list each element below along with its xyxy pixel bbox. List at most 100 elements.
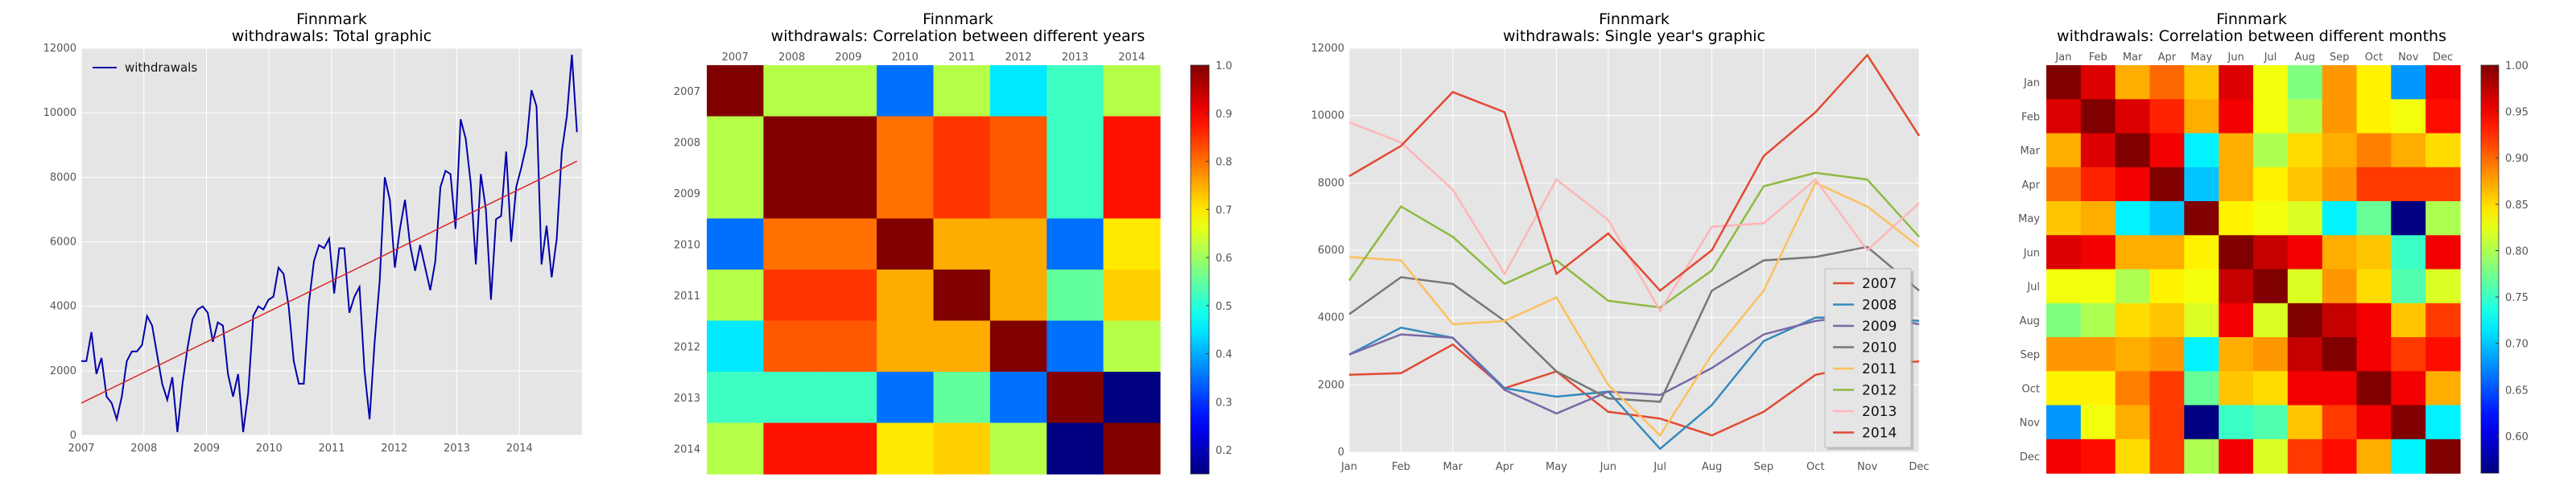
legend: 2007 2008 2009 2010 2011 2012 2013 2014 <box>1824 268 1913 450</box>
heatmap-cell <box>2287 439 2323 474</box>
heatmap-cell <box>707 65 764 117</box>
y-tick-label: 4000 <box>50 301 76 313</box>
heatmap-cell <box>2219 269 2254 304</box>
heatmap-cell <box>877 218 935 270</box>
heatmap-cell <box>2391 269 2426 304</box>
heatmap-cell <box>707 167 764 220</box>
y-tick-label: 10000 <box>43 107 76 119</box>
heatmap-cell <box>2253 303 2289 338</box>
heatmap-cell <box>2322 99 2358 134</box>
heatmap-cell <box>2356 405 2392 440</box>
y-tick-label: Nov <box>2020 418 2041 430</box>
heatmap-cell <box>707 218 764 270</box>
x-tick-label: Oct <box>1806 461 1824 473</box>
heatmap-cell <box>2149 65 2185 100</box>
x-tick-label: Jan <box>2054 51 2071 64</box>
heatmap-cell <box>2253 269 2289 304</box>
heatmap-cell <box>2046 235 2082 270</box>
chart-title: Finnmark <box>296 10 367 28</box>
chart-title: Finnmark <box>923 10 993 28</box>
heatmap-cell <box>2322 133 2358 168</box>
heatmap-cell <box>1046 65 1104 117</box>
heatmap-cell <box>1103 270 1161 322</box>
heatmap-cell <box>933 422 991 475</box>
x-tick-label: 2008 <box>130 443 157 455</box>
y-tick-label: 6000 <box>50 237 76 249</box>
heatmap-cell <box>2115 201 2151 236</box>
colorbar-tick-label: 0.9 <box>1216 109 1232 121</box>
x-tick-label: 2009 <box>835 51 861 64</box>
heatmap-cell <box>2391 65 2426 100</box>
heatmap-cell <box>763 116 821 168</box>
y-tick-label: 2013 <box>674 393 700 405</box>
heatmap-cell <box>2046 99 2082 134</box>
heatmap-cell <box>2080 303 2116 338</box>
legend-label-2010: 2010 <box>1862 340 1897 356</box>
x-tick-label: 2014 <box>1118 51 1145 64</box>
x-tick-label: Jul <box>1653 461 1666 473</box>
colorbar-tick-label: 0.6 <box>1216 253 1232 265</box>
heatmap-cell <box>2391 167 2426 202</box>
heatmap-cell <box>2115 133 2151 168</box>
heatmap-cell <box>2046 65 2082 100</box>
heatmap-cell <box>933 116 991 168</box>
colorbar-tick-label: 1.0 <box>1216 60 1232 72</box>
heatmap-cell <box>2322 167 2358 202</box>
y-tick-label: 2007 <box>674 86 700 98</box>
heatmap-cell <box>2115 439 2151 474</box>
heatmap-cell <box>989 422 1047 475</box>
heatmap-cell <box>2253 439 2289 474</box>
heatmap-cell <box>989 270 1047 322</box>
y-tick-label: 12000 <box>43 43 76 55</box>
x-tick-label: Mar <box>2123 51 2143 64</box>
heatmap-cell <box>2425 269 2461 304</box>
x-tick-label: 2011 <box>948 51 975 64</box>
heatmap-cell <box>2356 99 2392 134</box>
series-line-2013 <box>1348 121 1920 313</box>
heatmap-cell <box>763 320 821 373</box>
y-tick-label: 2014 <box>674 443 700 455</box>
x-tick-label: 2013 <box>1062 51 1088 64</box>
legend: withdrawals <box>93 60 197 75</box>
colorbar-tick-label: 0.90 <box>2505 153 2529 165</box>
heatmap-cell <box>2219 235 2254 270</box>
heatmap-cell <box>2356 167 2392 202</box>
heatmap-cell <box>2356 201 2392 236</box>
y-tick-label: Sep <box>2020 349 2040 361</box>
heatmap-cell <box>2287 337 2323 372</box>
x-tick-label: Dec <box>1909 461 1929 473</box>
heatmap-cell <box>2322 269 2358 304</box>
heatmap-cell <box>2184 133 2219 168</box>
heatmap-cell <box>877 422 935 475</box>
heatmap-cell <box>2149 269 2185 304</box>
heatmap-cell <box>2356 303 2392 338</box>
heatmap-cell <box>707 270 764 322</box>
x-tick-label: May <box>1546 461 1567 473</box>
y-tick-label: Jan <box>2023 77 2040 89</box>
heatmap-cell <box>2322 235 2358 270</box>
heatmap-cell <box>1046 372 1104 424</box>
y-tick-label: 2000 <box>50 365 76 377</box>
heatmap-cell <box>1046 320 1104 373</box>
x-tick-label: Apr <box>2158 51 2177 64</box>
heatmap-cell <box>2322 405 2358 440</box>
legend-label-2009: 2009 <box>1862 319 1897 335</box>
y-tick-label: 2011 <box>674 290 700 303</box>
heatmap-cell <box>2046 405 2082 440</box>
y-tick-label: Oct <box>2022 383 2040 395</box>
legend-box <box>1824 268 1912 448</box>
x-tick-label: Jan <box>1340 461 1357 473</box>
heatmap-cell <box>2080 133 2116 168</box>
heatmap-cell <box>763 270 821 322</box>
x-tick-label: Jul <box>2264 51 2277 64</box>
heatmap-cell <box>2287 99 2323 134</box>
colorbar-tick-label: 0.8 <box>1216 157 1232 169</box>
heatmap-cell <box>2149 439 2185 474</box>
heatmap-cell <box>2149 99 2185 134</box>
heatmap-cell <box>2115 371 2151 406</box>
x-tick-label: 2008 <box>778 51 805 64</box>
series-line-2007 <box>1348 343 1920 437</box>
y-tick-label: Apr <box>2022 179 2041 192</box>
heatmap-cell <box>2149 405 2185 440</box>
